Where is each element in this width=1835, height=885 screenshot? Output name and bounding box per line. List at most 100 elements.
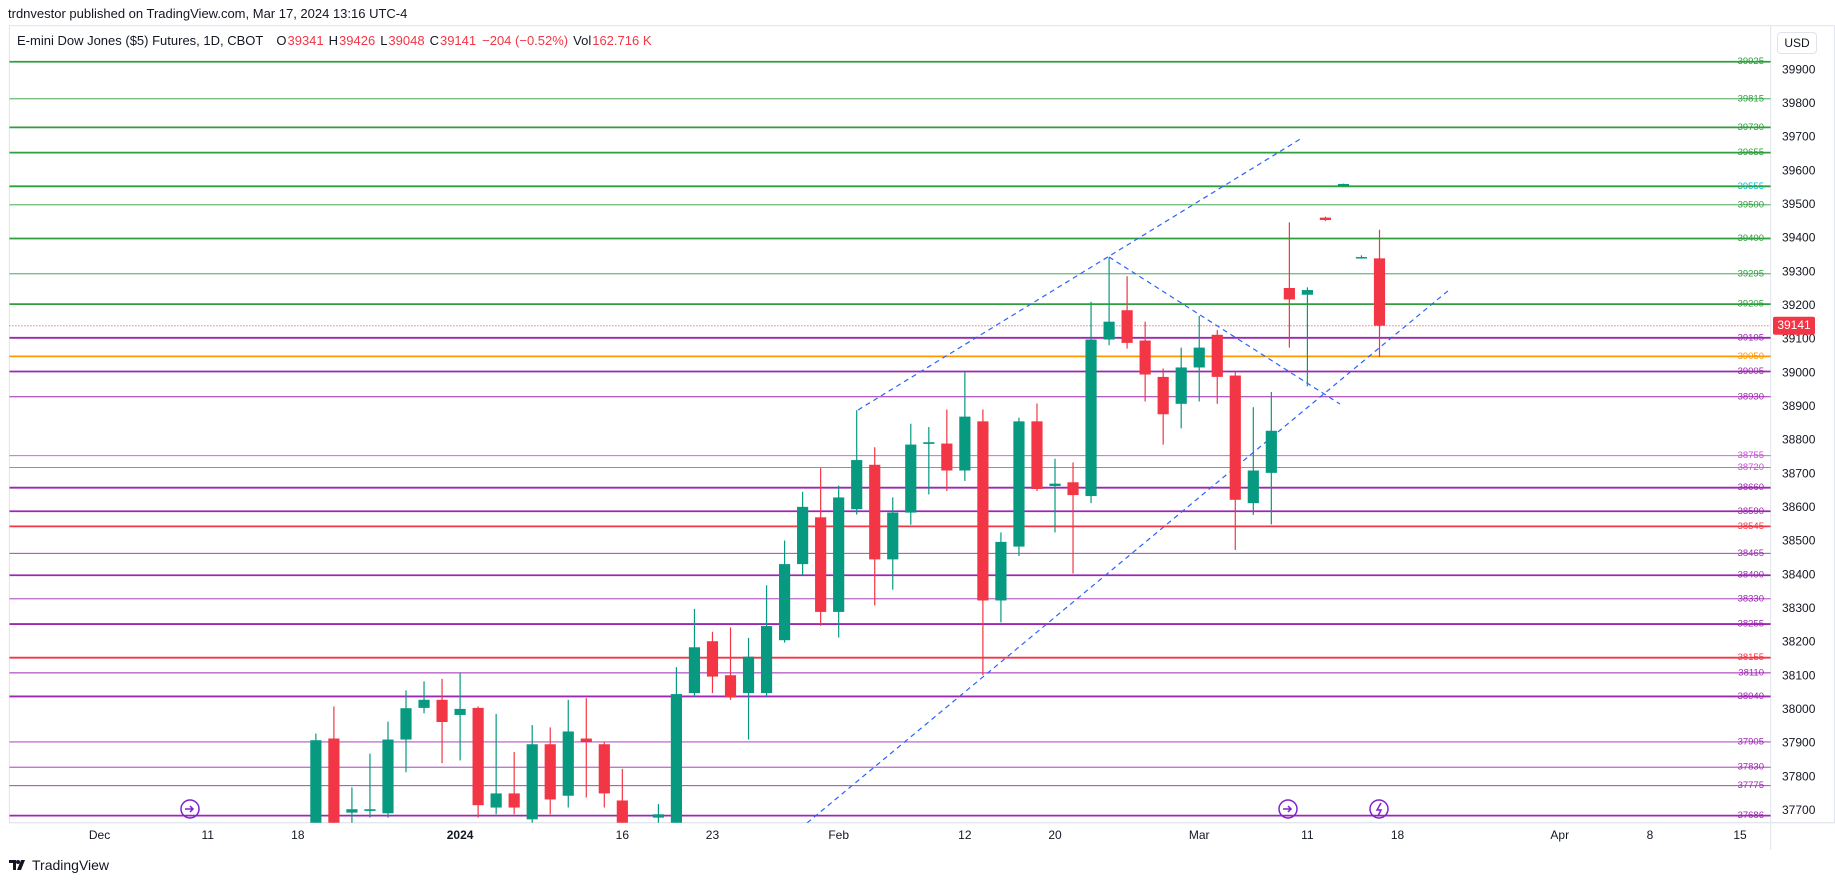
level-label: 39555	[1738, 181, 1764, 192]
level-label: 38255	[1738, 619, 1764, 630]
candle-body	[760, 626, 773, 694]
candle-body	[1319, 217, 1332, 220]
candle-body	[436, 699, 448, 723]
candle-body	[1355, 257, 1368, 259]
candle-body	[526, 744, 538, 820]
plot-frame	[8, 25, 1835, 824]
candle-body	[778, 564, 791, 641]
y-tick-label: 38100	[1782, 668, 1816, 682]
candle-body	[1049, 483, 1061, 486]
event-icon[interactable]	[1278, 799, 1298, 819]
candles	[310, 183, 1386, 823]
footer: TradingView	[8, 857, 109, 873]
candle-body	[706, 641, 719, 677]
event-icon[interactable]	[1369, 799, 1389, 819]
event-icon-glyph	[185, 805, 195, 813]
candle-body	[1283, 287, 1295, 300]
event-icons	[180, 799, 1389, 819]
symbol-title: E-mini Dow Jones ($5) Futures, 1D, CBOT	[17, 33, 264, 48]
symbol-legend: E-mini Dow Jones ($5) Futures, 1D, CBOT …	[17, 33, 652, 48]
x-tick-label: Apr	[1550, 828, 1569, 842]
candle-body	[652, 814, 664, 818]
candle-body	[1229, 375, 1241, 500]
currency-button[interactable]: USD	[1777, 32, 1817, 54]
channel-upper	[857, 137, 1303, 411]
candle-body	[1193, 347, 1205, 368]
trend-line	[1108, 256, 1341, 405]
candle-body	[490, 793, 502, 808]
legend-label: O	[276, 33, 287, 48]
y-tick-label: 39300	[1782, 264, 1816, 278]
level-label: 39205	[1738, 299, 1764, 310]
legend-label: H	[328, 33, 339, 48]
x-tick-label: 18	[1391, 828, 1405, 842]
level-label: 38465	[1738, 548, 1764, 559]
candle-body	[544, 744, 556, 800]
legend-item: Vol162.716 K	[573, 33, 651, 48]
level-label: 39500	[1738, 199, 1764, 210]
candle-body	[977, 421, 989, 601]
candle-body	[688, 647, 701, 694]
y-tick-label: 39900	[1782, 62, 1816, 76]
x-tick-label: 15	[1733, 828, 1747, 842]
level-label: 38330	[1738, 593, 1764, 604]
y-tick-label: 39700	[1782, 130, 1816, 144]
y-tick-label: 39100	[1782, 332, 1816, 346]
candle-body	[454, 708, 466, 715]
event-icon-glyph	[1283, 805, 1293, 813]
candle-body	[742, 656, 755, 694]
candle-body	[1337, 183, 1350, 186]
x-tick-label: Dec	[89, 828, 110, 842]
level-label: 38930	[1738, 391, 1764, 402]
y-tick-label: 38800	[1782, 433, 1816, 447]
candle-body	[616, 800, 628, 823]
last-price-box	[1773, 316, 1815, 335]
x-tick-label: Mar	[1189, 828, 1210, 842]
candle-body	[508, 793, 520, 808]
candle-body	[598, 744, 610, 794]
level-label: 38040	[1738, 691, 1764, 702]
y-tick-label: 37700	[1782, 803, 1816, 817]
y-tick-label: 38400	[1782, 567, 1816, 581]
candle-body	[1265, 430, 1277, 473]
candle-body	[923, 442, 935, 444]
y-tick-label: 39500	[1782, 197, 1816, 211]
candle-body	[1211, 334, 1223, 377]
candle-body	[1013, 421, 1025, 547]
level-label: 39105	[1738, 332, 1764, 343]
candle-body	[1157, 376, 1169, 415]
level-label: 39295	[1738, 268, 1764, 279]
legend-value: 39048	[388, 33, 425, 48]
candle-body	[472, 707, 484, 806]
candle-body	[364, 809, 376, 811]
logo	[9, 860, 25, 870]
candle-body	[310, 740, 322, 823]
y-tick-label: 37900	[1782, 736, 1816, 750]
legend-item: L39048	[380, 33, 424, 48]
y-tick-label: 38700	[1782, 466, 1816, 480]
candle-body	[670, 694, 683, 823]
level-label: 38110	[1738, 667, 1764, 678]
footer-brand: TradingView	[32, 857, 110, 873]
y-tick-label: 38200	[1782, 635, 1816, 649]
level-label: 39655	[1738, 147, 1764, 158]
candle-body	[346, 809, 358, 813]
y-tick-label: 39000	[1782, 365, 1816, 379]
last-price-label: 39141	[1777, 318, 1811, 332]
level-label: 39925	[1738, 56, 1764, 67]
legend-label: L	[380, 33, 388, 48]
legend-item: O39341	[276, 33, 323, 48]
candle-body	[562, 731, 574, 796]
x-tick-label: 12	[958, 828, 972, 842]
y-tick-label: 37800	[1782, 769, 1816, 783]
y-tick-label: 39600	[1782, 163, 1816, 177]
event-icon[interactable]	[180, 799, 200, 819]
x-tick-label: Feb	[828, 828, 849, 842]
level-label: 37686	[1738, 810, 1764, 821]
x-tick-label: 20	[1048, 828, 1062, 842]
y-tick-label: 38000	[1782, 702, 1816, 716]
candle-body	[1121, 310, 1133, 343]
legend-value: 39141	[439, 33, 477, 48]
candle-body	[580, 738, 592, 742]
